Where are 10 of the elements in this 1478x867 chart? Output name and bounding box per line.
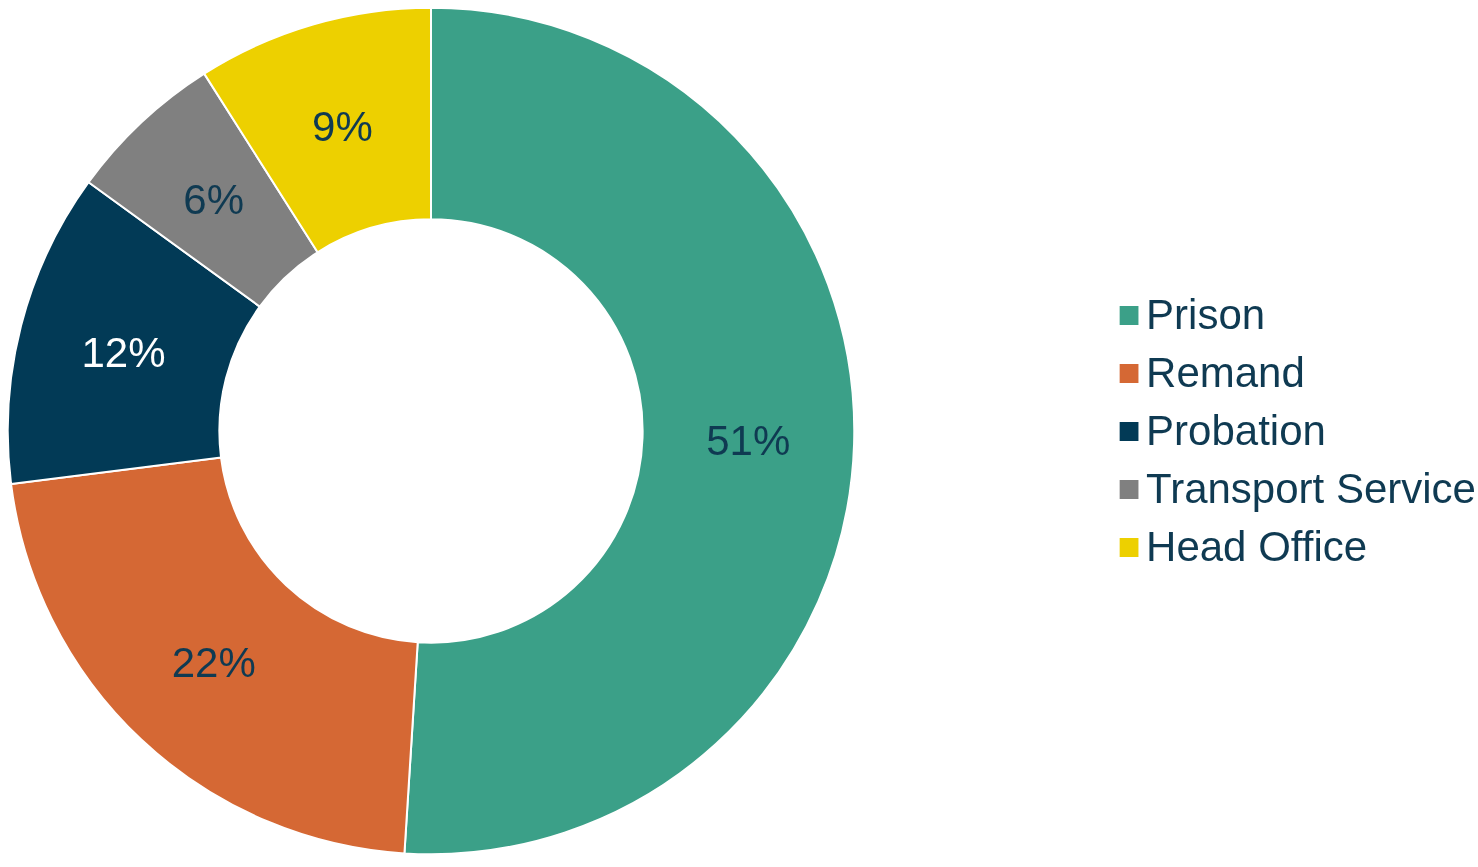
legend-label: Head Office <box>1146 521 1368 572</box>
legend-label: Remand <box>1146 347 1305 398</box>
legend-label: Prison <box>1146 289 1266 340</box>
legend-label: Probation <box>1146 405 1326 456</box>
data-label: 9% <box>312 102 373 150</box>
legend-label: Transport Service <box>1146 463 1476 514</box>
data-label: 51% <box>706 417 791 465</box>
data-label: 12% <box>81 328 166 376</box>
data-label: 22% <box>171 638 256 686</box>
data-label: 6% <box>183 176 245 224</box>
